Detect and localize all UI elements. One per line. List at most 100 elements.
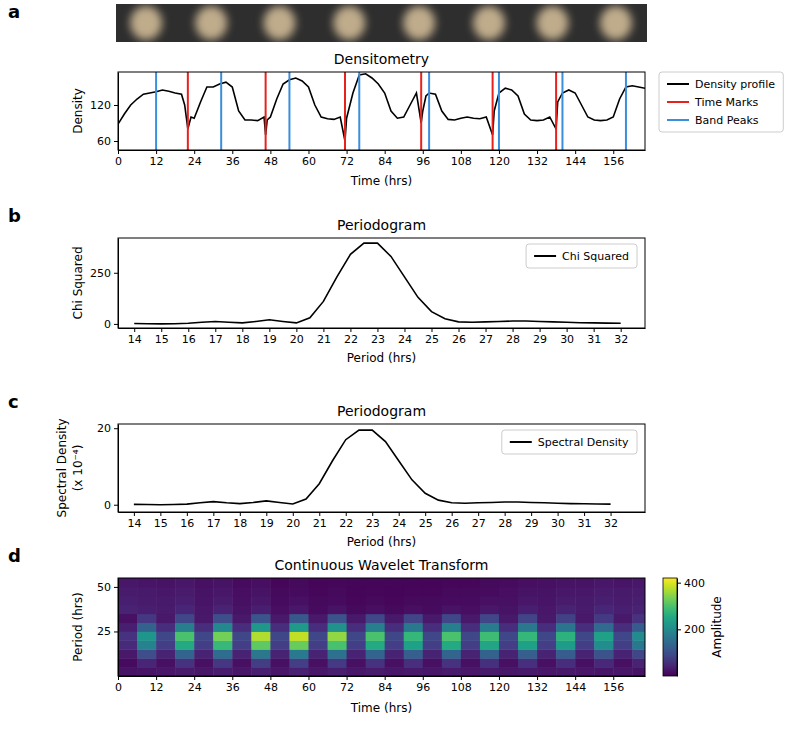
x-tick-label: 17 xyxy=(207,517,221,530)
heatmap-cell xyxy=(118,614,138,623)
panel-b: 1415161718192021222324252627282930313202… xyxy=(8,205,646,365)
heatmap-cell xyxy=(461,667,481,676)
heatmap-cell xyxy=(270,658,290,667)
heatmap-cell xyxy=(461,614,481,623)
heatmap-cell xyxy=(537,658,557,667)
heatmap-cell xyxy=(366,605,386,614)
heatmap-cell xyxy=(423,631,443,640)
heatmap-cell xyxy=(213,667,233,676)
heatmap-cell xyxy=(175,596,195,605)
heatmap-cell xyxy=(632,596,645,605)
legend-swatch xyxy=(667,83,689,85)
heatmap-cell xyxy=(556,658,576,667)
x-tick: 60 xyxy=(302,676,316,694)
heatmap-cell xyxy=(232,640,252,649)
heatmap-cell xyxy=(385,587,405,596)
panel-letter: c xyxy=(8,391,19,412)
x-tick-mark xyxy=(486,328,487,332)
colorbar xyxy=(663,578,677,676)
x-tick-label: 36 xyxy=(226,155,240,168)
race-tube-band xyxy=(403,6,435,40)
heatmap-cell xyxy=(556,649,576,658)
x-tick: 18 xyxy=(236,328,250,346)
heatmap-cell xyxy=(575,578,595,587)
x-tick-label: 48 xyxy=(264,155,278,168)
heatmap-cell xyxy=(480,578,500,587)
x-tick-label: 28 xyxy=(506,333,520,346)
heatmap-cell xyxy=(613,578,633,587)
heatmap-cell xyxy=(575,658,595,667)
panel-c: 1415161718192021222324252627282930313202… xyxy=(8,391,646,549)
race-tube-band xyxy=(536,6,568,40)
heatmap-cell xyxy=(289,587,309,596)
vertical-line xyxy=(420,72,422,150)
x-tick-mark xyxy=(270,676,271,680)
x-tick: 23 xyxy=(366,512,380,530)
x-tick: 12 xyxy=(150,150,164,168)
heatmap-cell xyxy=(232,649,252,658)
vertical-line xyxy=(498,72,500,150)
heatmap-cell xyxy=(480,623,500,632)
heatmap-cell xyxy=(594,578,614,587)
figure: 0122436486072849610812013214415660120Den… xyxy=(0,0,800,738)
heatmap-cell xyxy=(537,578,557,587)
heatmap-cell xyxy=(385,649,405,658)
heatmap-cell xyxy=(175,658,195,667)
y-axis-line xyxy=(118,73,119,151)
heatmap-cell xyxy=(461,605,481,614)
x-tick: 156 xyxy=(603,676,624,694)
x-tick-label: 108 xyxy=(451,155,472,168)
heatmap-cell xyxy=(613,658,633,667)
x-tick-label: 108 xyxy=(451,681,472,694)
legend-label: Spectral Density xyxy=(538,436,629,449)
x-tick-label: 21 xyxy=(313,517,327,530)
colorbar-tick-mark xyxy=(677,629,681,630)
heatmap-cell xyxy=(175,614,195,623)
heatmap-cell xyxy=(404,667,424,676)
panel-title: Periodogram xyxy=(337,217,426,233)
x-tick: 20 xyxy=(290,328,304,346)
vertical-line xyxy=(428,72,430,150)
heatmap-cell xyxy=(442,587,462,596)
heatmap-cell xyxy=(366,578,386,587)
heatmap-cell xyxy=(289,605,309,614)
legend-swatch xyxy=(667,119,689,121)
heatmap-cell xyxy=(423,596,443,605)
heatmap-cell xyxy=(213,578,233,587)
heatmap-cell xyxy=(232,631,252,640)
heatmap-cell xyxy=(347,614,367,623)
y-tick: 120 xyxy=(90,99,118,112)
heatmap-cell xyxy=(575,596,595,605)
heatmap-cell xyxy=(594,667,614,676)
heatmap-cell xyxy=(118,596,138,605)
heatmap-cell xyxy=(328,605,348,614)
x-tick-mark xyxy=(499,150,500,154)
heatmap-cell xyxy=(289,596,309,605)
heatmap-cell xyxy=(632,667,645,676)
heatmap-cell xyxy=(308,578,328,587)
vertical-line xyxy=(265,72,267,150)
heatmap-cell xyxy=(270,578,290,587)
heatmap-cell xyxy=(213,587,233,596)
x-tick-mark xyxy=(187,512,188,516)
heatmap-cell xyxy=(575,623,595,632)
heatmap-cell xyxy=(632,623,645,632)
x-tick-mark xyxy=(270,150,271,154)
heatmap-cell xyxy=(575,605,595,614)
y-tick-label: 250 xyxy=(90,267,111,280)
heatmap-cell xyxy=(194,623,214,632)
heatmap-cell xyxy=(289,631,309,640)
heatmap-cell xyxy=(270,623,290,632)
x-tick-label: 27 xyxy=(479,333,493,346)
heatmap-cell xyxy=(537,605,557,614)
heatmap-cell xyxy=(442,667,462,676)
x-tick: 24 xyxy=(398,328,412,346)
heatmap-cell xyxy=(270,614,290,623)
panel-title: Periodogram xyxy=(337,403,426,419)
x-tick-label: 28 xyxy=(498,517,512,530)
heatmap-cell xyxy=(156,614,176,623)
heatmap-cell xyxy=(137,614,157,623)
x-tick: 12 xyxy=(150,676,164,694)
heatmap-cell xyxy=(423,587,443,596)
y-tick-mark xyxy=(114,587,118,588)
